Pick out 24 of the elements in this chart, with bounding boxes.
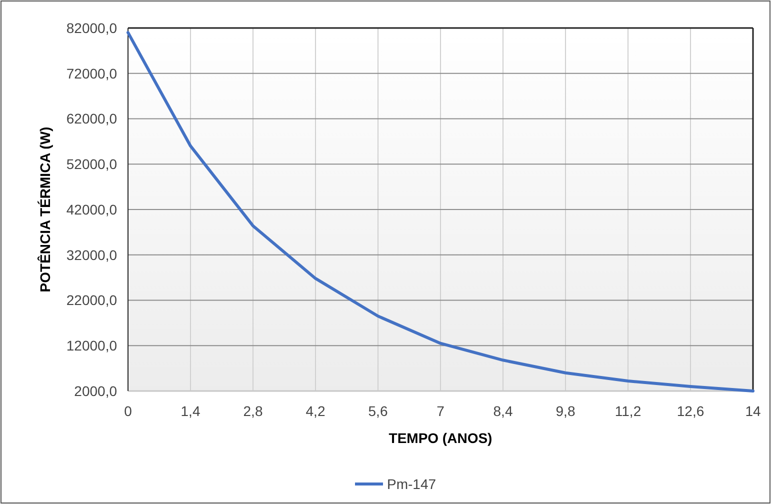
- x-tick-label: 9,8: [556, 403, 576, 419]
- y-axis-title: POTÊNCIA TÉRMICA (W): [37, 126, 53, 292]
- y-tick-label: 52000,0: [66, 156, 118, 172]
- y-tick-label: 62000,0: [66, 110, 118, 127]
- x-tick-label: 4,2: [306, 403, 326, 419]
- x-tick-label: 8,4: [493, 403, 513, 419]
- legend-label: Pm-147: [387, 476, 436, 492]
- line-series: [126, 31, 754, 392]
- x-tick-label: 5,6: [368, 403, 388, 419]
- y-tick-label: 12000,0: [66, 338, 118, 354]
- x-tick-label: 12,6: [676, 403, 704, 419]
- y-tick-label: 32000,0: [66, 246, 118, 263]
- y-tick-label: 22000,0: [66, 292, 118, 308]
- y-tick-label: 2000,0: [74, 382, 118, 399]
- x-tick-label: 0: [124, 403, 132, 419]
- x-tick-label: 14: [745, 403, 761, 419]
- y-tick-label: 42000,0: [66, 201, 118, 218]
- x-axis-title: TEMPO (ANOS): [388, 430, 492, 446]
- x-tick-label: 11,2: [614, 403, 642, 419]
- y-tick-label: 72000,0: [66, 65, 118, 82]
- x-tick-label: 1,4: [180, 403, 200, 419]
- x-tick-label: 2,8: [243, 403, 263, 419]
- y-tick-label: 82000,0: [66, 20, 118, 36]
- x-tick-label: 7: [436, 403, 445, 419]
